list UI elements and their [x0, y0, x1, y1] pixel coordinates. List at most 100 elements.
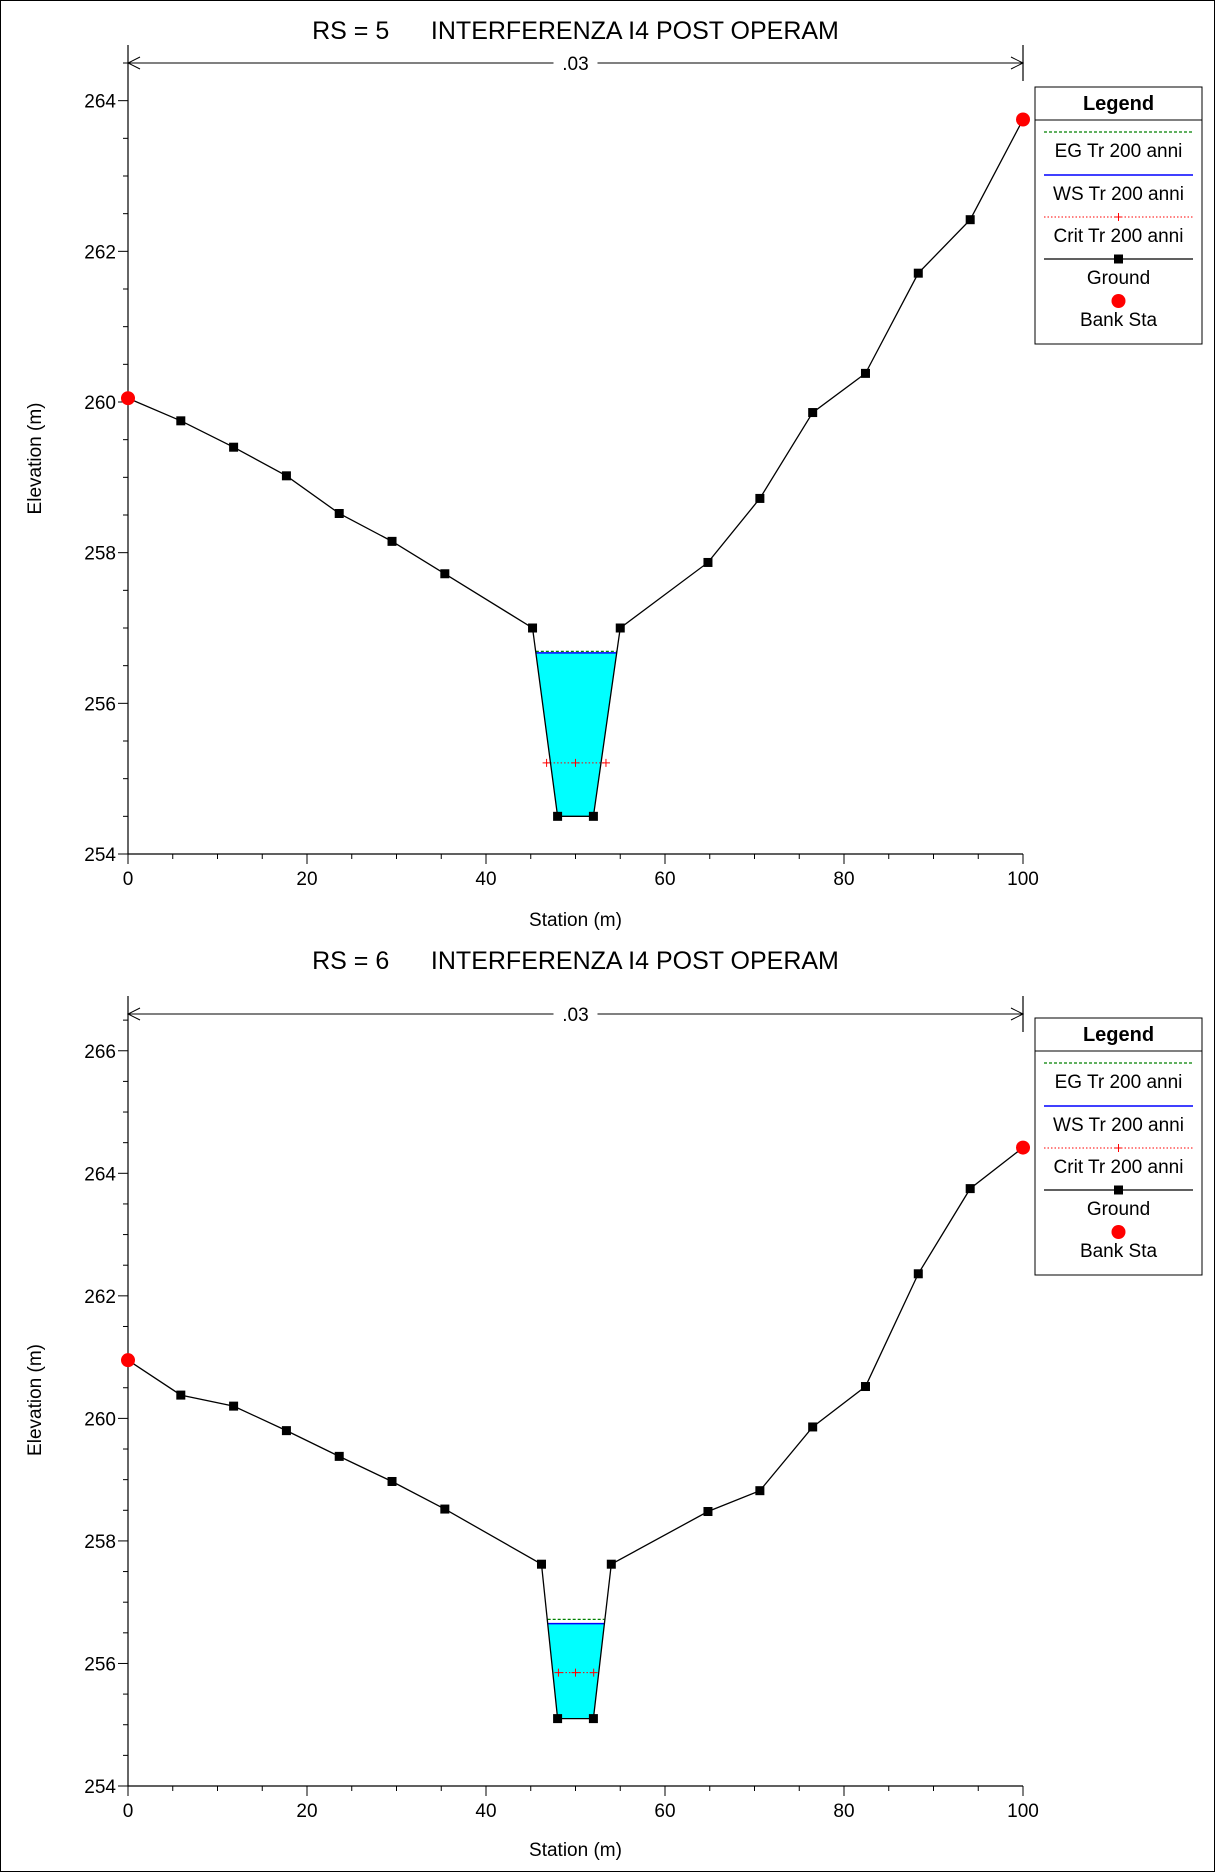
chart2-y-tick-label: 258	[84, 1532, 116, 1553]
chart2-ground-point	[913, 1269, 923, 1279]
chart2-legend-ground-label: Ground	[1087, 1199, 1150, 1220]
chart2-crit-marker	[554, 1668, 563, 1677]
chart1-manning-label: .03	[562, 54, 588, 75]
chart2-legend-title: Legend	[1083, 1024, 1154, 1046]
chart1-manning-arrow-right	[1010, 56, 1025, 70]
chart1-y-tick-label: 256	[84, 694, 116, 715]
chart1-legend-bank-label: Bank Sta	[1080, 310, 1158, 331]
chart1-bank-station-point	[121, 391, 135, 406]
chart2-x-label: Station (m)	[529, 1840, 622, 1861]
chart2-ground-point	[965, 1184, 975, 1194]
chart2-y-tick-label: 266	[84, 1042, 116, 1063]
chart1-y-tick-label: 258	[84, 544, 116, 565]
chart2-title: RS = 6 INTERFERENZA I4 POST OPERAM	[312, 947, 839, 975]
chart2-x-tick-label: 100	[1007, 1801, 1039, 1822]
chart2-water-fill	[547, 1623, 605, 1719]
chart2-legend-ground-marker	[1114, 1185, 1123, 1195]
chart1-crit-marker	[601, 758, 610, 767]
chart2-manning-arrow-left	[126, 1007, 141, 1021]
chart1-ground-point	[528, 623, 538, 633]
chart1-y-tick-label: 260	[84, 393, 116, 414]
chart1-y-tick-label: 262	[84, 242, 116, 263]
chart1-ground-point	[588, 811, 598, 821]
chart1-x-tick-label: 80	[833, 869, 854, 890]
chart1-x-tick-label: 0	[123, 869, 134, 890]
chart1-y-label: Elevation (m)	[25, 403, 46, 515]
chart2-ground-point	[606, 1559, 616, 1569]
chart2-ground-point	[440, 1504, 450, 1514]
chart2-ground-line	[127, 1147, 1024, 1720]
chart2-x-tick-label: 60	[654, 1801, 675, 1822]
chart1-ground-point	[965, 215, 975, 225]
chart2-y-tick-label: 260	[84, 1409, 116, 1430]
chart2-x-tick-label: 80	[833, 1801, 854, 1822]
chart1-bank-station-point	[1016, 112, 1030, 127]
chart1-x-tick-label: 40	[475, 869, 496, 890]
chart2-ground-point	[860, 1382, 870, 1392]
chart2-ground-point	[588, 1714, 598, 1724]
chart1-x-tick-label: 20	[296, 869, 317, 890]
chart1-legend-crit-marker	[1114, 213, 1123, 221]
chart2-ground-point	[334, 1451, 344, 1461]
chart2-ground-point	[387, 1476, 397, 1486]
chart1-water-fill	[535, 652, 617, 817]
chart2-crit-marker	[571, 1668, 580, 1677]
chart1-title: RS = 5 INTERFERENZA I4 POST OPERAM	[312, 17, 839, 45]
chart2-ground-point	[536, 1559, 546, 1569]
chart1-ground-point	[281, 471, 291, 481]
chart1-ground-point	[176, 416, 186, 426]
chart1-x-label: Station (m)	[529, 910, 622, 931]
chart1-crit-marker	[542, 758, 551, 767]
chart2-bank-station-point	[1016, 1140, 1030, 1155]
chart1-x-tick-label: 60	[654, 869, 675, 890]
chart1-ground-point	[334, 508, 344, 518]
chart1-ground-point	[808, 408, 818, 418]
chart1-ground-point	[703, 557, 713, 567]
chart2-ground-point	[703, 1507, 713, 1517]
chart2-bank-station-point	[121, 1353, 135, 1368]
chart1-legend-ground-label: Ground	[1087, 268, 1150, 289]
chart2-ground-point	[229, 1401, 239, 1411]
chart2-ground-point	[755, 1486, 765, 1496]
chart2-ground-point	[176, 1390, 186, 1400]
chart1-ground-point	[615, 623, 625, 633]
chart1-manning-arrow-left	[126, 56, 141, 70]
chart1-crit-marker	[571, 758, 580, 767]
chart2-crit-marker	[589, 1668, 598, 1677]
chart2-legend-eg-label: EG Tr 200 anni	[1055, 1072, 1183, 1093]
chart1-legend-title: Legend	[1083, 93, 1154, 115]
chart1-ground-point	[755, 493, 765, 503]
chart1-legend-crit-label: Crit Tr 200 anni	[1054, 226, 1184, 247]
chart2-legend-ws-label: WS Tr 200 anni	[1053, 1115, 1184, 1136]
chart1-ground-point	[229, 442, 239, 452]
chart2-ground-point	[281, 1426, 291, 1436]
chart1-ground-point	[860, 368, 870, 378]
chart1-ground-point	[553, 811, 563, 821]
chart2-ground-point	[553, 1714, 563, 1724]
chart1-legend-bank-marker	[1111, 294, 1126, 308]
chart1-ground-point	[440, 569, 450, 579]
chart2-y-tick-label: 262	[84, 1287, 116, 1308]
chart2-legend-crit-label: Crit Tr 200 anni	[1054, 1157, 1184, 1178]
chart1-ground-point	[913, 268, 923, 278]
chart2-manning-label: .03	[562, 1005, 588, 1026]
chart2-legend-bank-label: Bank Sta	[1080, 1241, 1158, 1262]
chart1-ground-point	[387, 536, 397, 546]
chart2-y-label: Elevation (m)	[25, 1344, 46, 1456]
chart2-x-tick-label: 0	[123, 1801, 134, 1822]
chart2-y-tick-label: 254	[84, 1777, 116, 1798]
chart2-y-tick-label: 256	[84, 1654, 116, 1675]
chart2-ground-point	[808, 1422, 818, 1432]
chart1-ground-line	[127, 119, 1024, 817]
chart1-y-tick-label: 254	[84, 845, 116, 866]
chart1-legend-ws-label: WS Tr 200 anni	[1053, 184, 1184, 205]
chart2-y-tick-label: 264	[84, 1164, 116, 1185]
chart2-legend-bank-marker	[1111, 1225, 1126, 1239]
chart2-manning-arrow-right	[1010, 1007, 1025, 1021]
chart2-x-tick-label: 40	[475, 1801, 496, 1822]
chart1-legend-eg-label: EG Tr 200 anni	[1055, 141, 1183, 162]
chart2-legend-crit-marker	[1114, 1144, 1123, 1152]
chart1-legend-ground-marker	[1114, 254, 1123, 264]
